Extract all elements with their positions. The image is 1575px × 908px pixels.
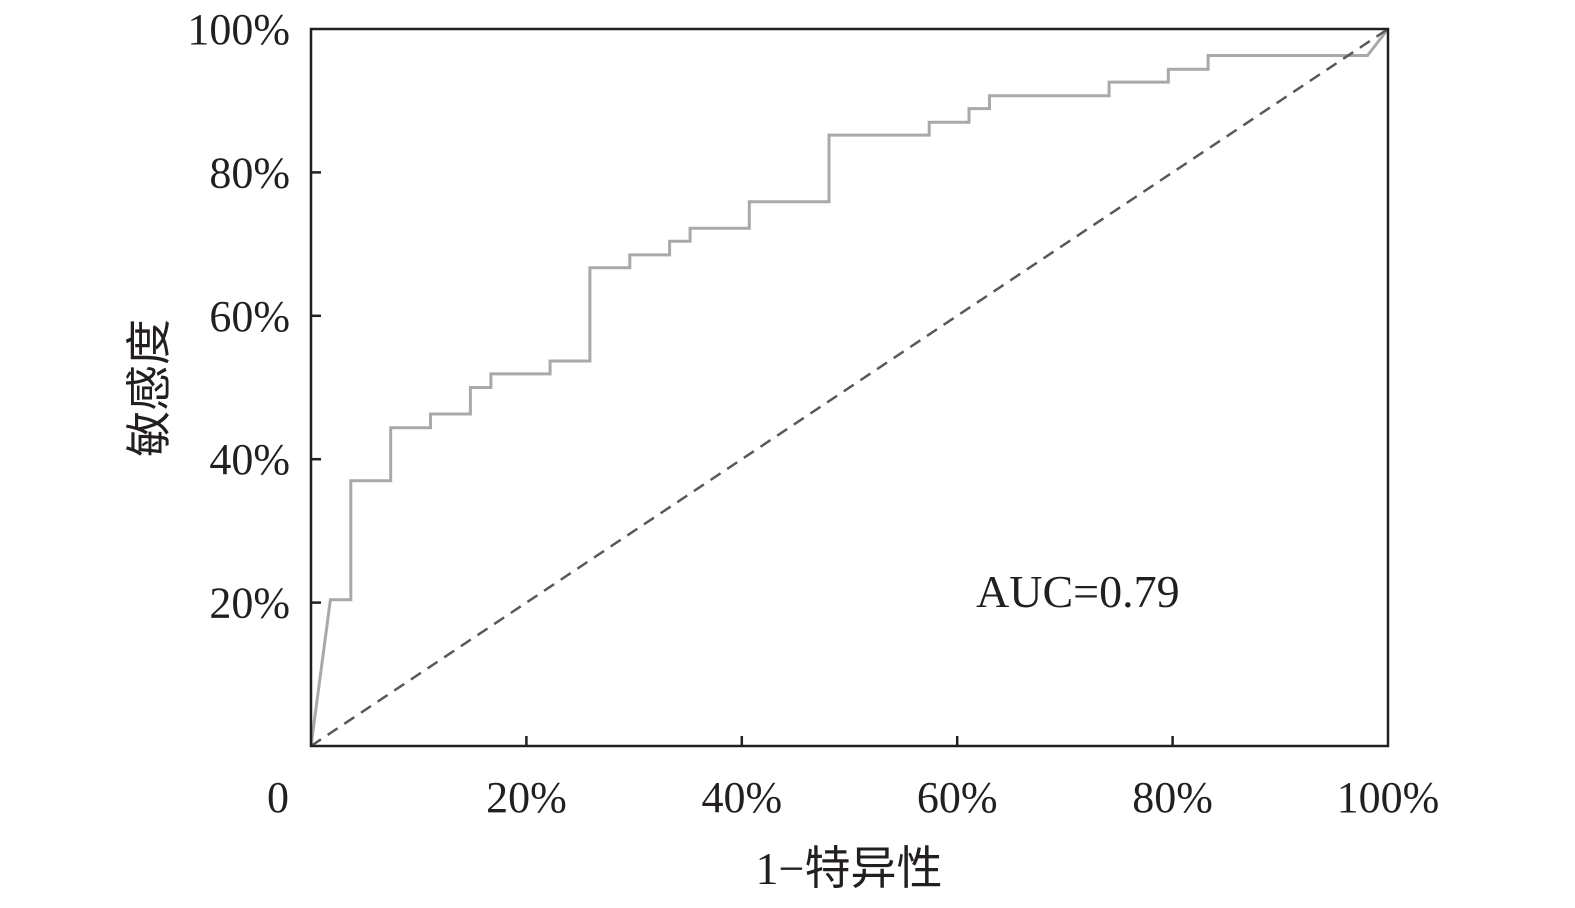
reference-diagonal-line: [310, 27, 1389, 748]
x-axis-title: 1−特异性: [756, 843, 943, 894]
x-tick-label: 100%: [1337, 773, 1440, 822]
tick-layer: 0 20% 40% 60% 80% 100% 20% 40% 60% 80% 100%: [187, 5, 1439, 822]
x-tick-label: 0: [267, 773, 289, 822]
y-tick-label: 40%: [209, 435, 290, 484]
x-tick-label: 20%: [486, 773, 567, 822]
y-tick-label: 60%: [209, 292, 290, 341]
plot-frame: [309, 27, 1390, 748]
auc-annotation: AUC=0.79: [976, 566, 1180, 617]
x-tick-label: 80%: [1132, 773, 1213, 822]
y-axis-title: 敏感度: [124, 319, 175, 457]
y-tick-label: 100%: [187, 5, 290, 54]
y-tick-label: 20%: [209, 579, 290, 628]
x-tick-label: 60%: [917, 773, 998, 822]
x-tick-label: 40%: [701, 773, 782, 822]
roc-curve-line: [309, 28, 1390, 747]
series-layer: [309, 27, 1390, 748]
y-tick-label: 80%: [209, 148, 290, 197]
